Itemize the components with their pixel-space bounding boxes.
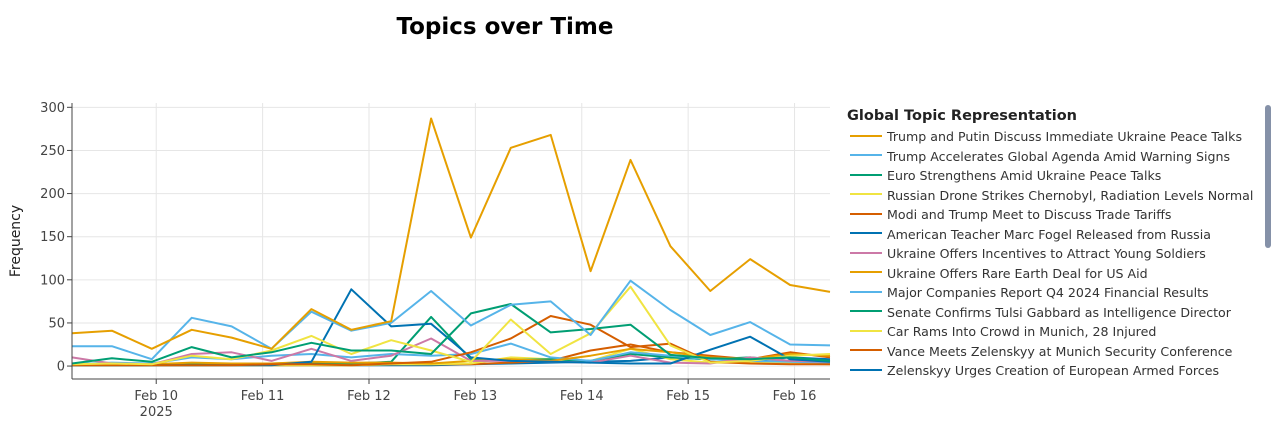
- legend-swatch: [850, 290, 882, 293]
- chart-title: Topics over Time: [396, 14, 614, 40]
- x-tick-label: Feb 15: [666, 389, 710, 404]
- legend-item[interactable]: Modi and Trump Meet to Discuss Trade Tar…: [847, 204, 1259, 224]
- legend-item[interactable]: Senate Confirms Tulsi Gabbard as Intelli…: [847, 302, 1259, 322]
- legend-swatch: [850, 349, 882, 351]
- legend-swatch: [850, 232, 882, 234]
- legend-swatch: [850, 368, 882, 371]
- series-line[interactable]: [72, 288, 831, 367]
- legend-item[interactable]: Trump Accelerates Global Agenda Amid War…: [847, 146, 1259, 166]
- legend-label: Ukraine Offers Incentives to Attract You…: [887, 245, 1206, 261]
- legend-swatch: [850, 329, 882, 332]
- legend-title: Global Topic Representation: [847, 108, 1077, 124]
- legend-item[interactable]: Ukraine Offers Incentives to Attract You…: [847, 243, 1259, 263]
- series-line[interactable]: [72, 279, 831, 361]
- legend-label: Senate Confirms Tulsi Gabbard as Intelli…: [887, 304, 1231, 320]
- y-tick-label: 200: [40, 187, 65, 202]
- legend-item[interactable]: American Teacher Marc Fogel Released fro…: [847, 224, 1259, 244]
- legend-swatch: [850, 310, 882, 312]
- y-tick-label: 100: [40, 273, 65, 288]
- series-line[interactable]: [71, 337, 831, 366]
- y-axis-label: Frequency: [8, 205, 24, 277]
- grid-layer: [72, 103, 830, 379]
- legend-swatch: [850, 134, 882, 137]
- y-tick-label: 50: [48, 316, 65, 331]
- legend-label: Russian Drone Strikes Chernobyl, Radiati…: [887, 187, 1254, 203]
- legend-label: Vance Meets Zelenskyy at Munich Security…: [887, 343, 1233, 359]
- legend-label: Ukraine Offers Rare Earth Deal for US Ai…: [887, 265, 1148, 281]
- legend-item[interactable]: Vance Meets Zelenskyy at Munich Security…: [847, 341, 1259, 361]
- legend-swatch: [850, 154, 882, 156]
- legend-label: Euro Strengthens Amid Ukraine Peace Talk…: [887, 167, 1162, 183]
- legend-item[interactable]: Euro Strengthens Amid Ukraine Peace Talk…: [847, 165, 1259, 185]
- legend-swatch: [850, 251, 882, 254]
- x-tick-label: Feb 16: [773, 389, 817, 404]
- legend-item[interactable]: Ukraine Offers Rare Earth Deal for US Ai…: [847, 263, 1259, 283]
- legend-swatch: [850, 173, 882, 176]
- legend-label: Trump and Putin Discuss Immediate Ukrain…: [887, 128, 1243, 144]
- x-tick-label: Feb 14: [560, 389, 604, 404]
- legend-item[interactable]: Car Rams Into Crowd in Munich, 28 Injure…: [847, 321, 1259, 341]
- legend-label: Major Companies Report Q4 2024 Financial…: [887, 284, 1209, 300]
- legend-label: Zelenskyy Urges Creation of European Arm…: [887, 362, 1220, 378]
- legend-item[interactable]: Trump and Putin Discuss Immediate Ukrain…: [847, 126, 1259, 146]
- y-tick-label: 250: [40, 144, 65, 159]
- legend-scrollbar[interactable]: [1265, 105, 1271, 248]
- series-line[interactable]: [72, 347, 831, 366]
- legend-label: Trump Accelerates Global Agenda Amid War…: [887, 148, 1231, 164]
- series-layer: [71, 117, 831, 367]
- x-tick-sublabel: 2025: [140, 405, 173, 420]
- x-tick-label: Feb 10: [134, 389, 178, 404]
- legend-items: Trump and Putin Discuss Immediate Ukrain…: [847, 126, 1259, 380]
- x-tick-label: Feb 11: [241, 389, 285, 404]
- legend-swatch: [850, 193, 882, 195]
- x-tick-label: Feb 12: [347, 389, 391, 404]
- legend-item[interactable]: Zelenskyy Urges Creation of European Arm…: [847, 360, 1259, 380]
- legend-label: American Teacher Marc Fogel Released fro…: [887, 226, 1211, 242]
- legend-swatch: [850, 271, 882, 273]
- series-line[interactable]: [71, 303, 831, 365]
- legend: Global Topic Representation Trump and Pu…: [847, 106, 1259, 396]
- series-line[interactable]: [71, 285, 831, 366]
- legend-swatch: [850, 212, 882, 215]
- legend-label: Car Rams Into Crowd in Munich, 28 Injure…: [887, 323, 1157, 339]
- legend-label: Modi and Trump Meet to Discuss Trade Tar…: [887, 206, 1172, 222]
- y-tick-label: 300: [40, 101, 65, 116]
- series-line[interactable]: [71, 117, 831, 350]
- legend-item[interactable]: Major Companies Report Q4 2024 Financial…: [847, 282, 1259, 302]
- y-tick-label: 0: [57, 360, 65, 375]
- y-tick-label: 150: [40, 230, 65, 245]
- x-tick-label: Feb 13: [454, 389, 498, 404]
- legend-item[interactable]: Russian Drone Strikes Chernobyl, Radiati…: [847, 185, 1259, 205]
